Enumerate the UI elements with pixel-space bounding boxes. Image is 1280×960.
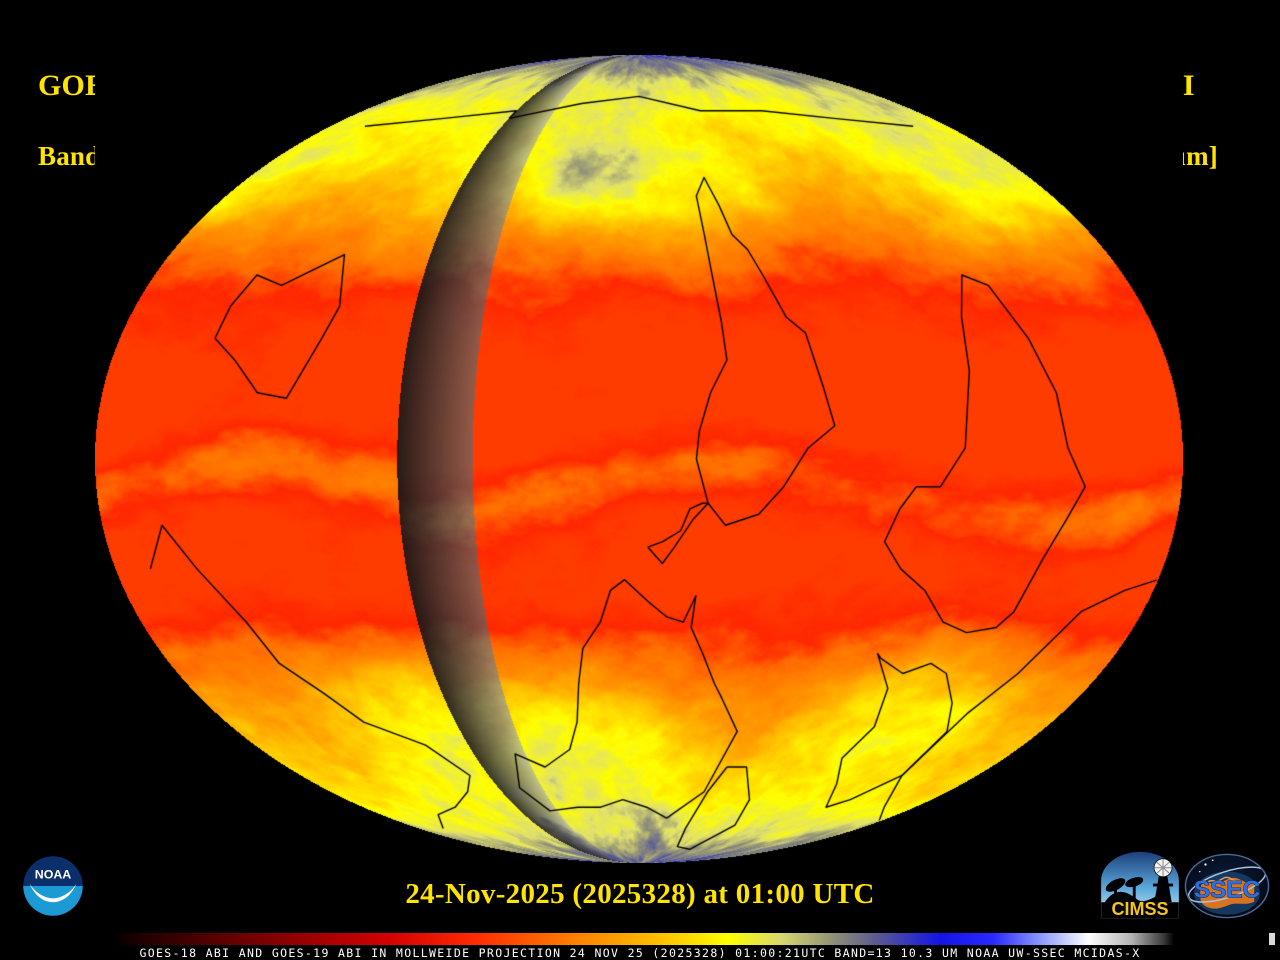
svg-text:SSEC: SSEC — [1194, 876, 1260, 903]
colorbar-end-marker — [1269, 933, 1275, 945]
timestamp-label: 24-Nov-2025 (2025328) at 01:00 UTC — [405, 878, 875, 910]
ssec-logo-icon: SSEC — [1184, 853, 1270, 919]
svg-text:CIMSS: CIMSS — [1111, 899, 1168, 919]
cimss-logo-icon: CIMSS — [1101, 851, 1179, 919]
satellite-imagery-canvas — [95, 55, 1183, 863]
svg-text:NOAA: NOAA — [35, 868, 72, 882]
noaa-logo-icon: NOAA — [23, 856, 83, 916]
color-scale-bar — [112, 933, 1174, 945]
footer-metadata-label: GOES-18 ABI AND GOES-19 ABI IN MOLLWEIDE… — [139, 946, 1141, 960]
mollweide-globe — [95, 55, 1183, 863]
